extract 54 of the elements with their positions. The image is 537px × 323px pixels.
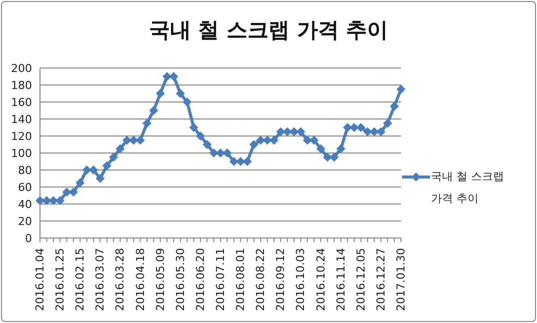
y-tick-label: 20: [18, 214, 32, 228]
point: [396, 84, 406, 94]
point: [102, 161, 112, 170]
x-tick-label: 2016.10.03: [294, 248, 308, 311]
y-tick-label: 80: [18, 164, 32, 177]
x-tick-label: 2016.08.01: [234, 248, 248, 311]
x-tick-label: 2016.05.09: [154, 248, 167, 311]
point: [109, 152, 118, 162]
x-tick-label: 2016.02.15: [74, 248, 87, 311]
point: [249, 140, 258, 149]
x-tick-label: 2016.03.07: [94, 248, 107, 311]
y-tick-label: 120: [11, 130, 32, 143]
x-tick-label: 2016.08.22: [254, 248, 268, 311]
point: [189, 123, 198, 132]
point: [76, 178, 85, 188]
point: [156, 89, 165, 98]
x-tick-label: 2016.03.28: [114, 248, 127, 311]
x-tick-label: 2016.10.24: [314, 248, 328, 311]
point: [316, 144, 326, 154]
x-tick-label: 2016.12.27: [374, 248, 388, 311]
point: [142, 118, 152, 128]
y-tick-label: 140: [11, 112, 32, 126]
y-tick-label: 200: [11, 62, 32, 75]
point: [149, 106, 158, 115]
x-tick-label: 2016.01.04: [34, 248, 46, 311]
x-tick-label: 2016.11.14: [334, 248, 348, 311]
y-tick-label: 60: [18, 180, 32, 194]
chart-title: 국내 철 스크랩 가격 추이: [148, 17, 390, 44]
y-tick-label: 100: [11, 146, 32, 160]
point: [182, 98, 192, 106]
x-tick-label: 2016.05.30: [174, 248, 187, 311]
point: [196, 132, 205, 140]
point: [390, 102, 399, 111]
y-tick-label: 180: [11, 78, 32, 92]
x-tick-label: 2016.07.11: [214, 248, 227, 311]
x-tick-label: 2016.09.12: [274, 248, 288, 311]
x-tick-label: 2016.01.25: [54, 248, 67, 311]
x-tick-label: 2017.01.30: [394, 248, 408, 311]
point: [36, 196, 44, 206]
x-tick-label: 2016.04.18: [134, 248, 147, 311]
point: [202, 140, 212, 149]
point: [116, 144, 125, 154]
point: [383, 118, 392, 128]
point: [322, 152, 332, 162]
y-tick-label: 0: [25, 232, 32, 245]
legend-label: 국내 철 스크랩 가격 추이: [431, 168, 505, 206]
y-tick-label: 160: [11, 96, 32, 109]
y-tick-label: 40: [18, 198, 32, 211]
x-tick-label: 2016.12.05: [354, 248, 368, 311]
x-tick-label: 2016.06.20: [194, 248, 207, 311]
point: [56, 196, 65, 206]
point: [176, 89, 185, 98]
point: [336, 144, 346, 154]
point: [96, 174, 105, 183]
